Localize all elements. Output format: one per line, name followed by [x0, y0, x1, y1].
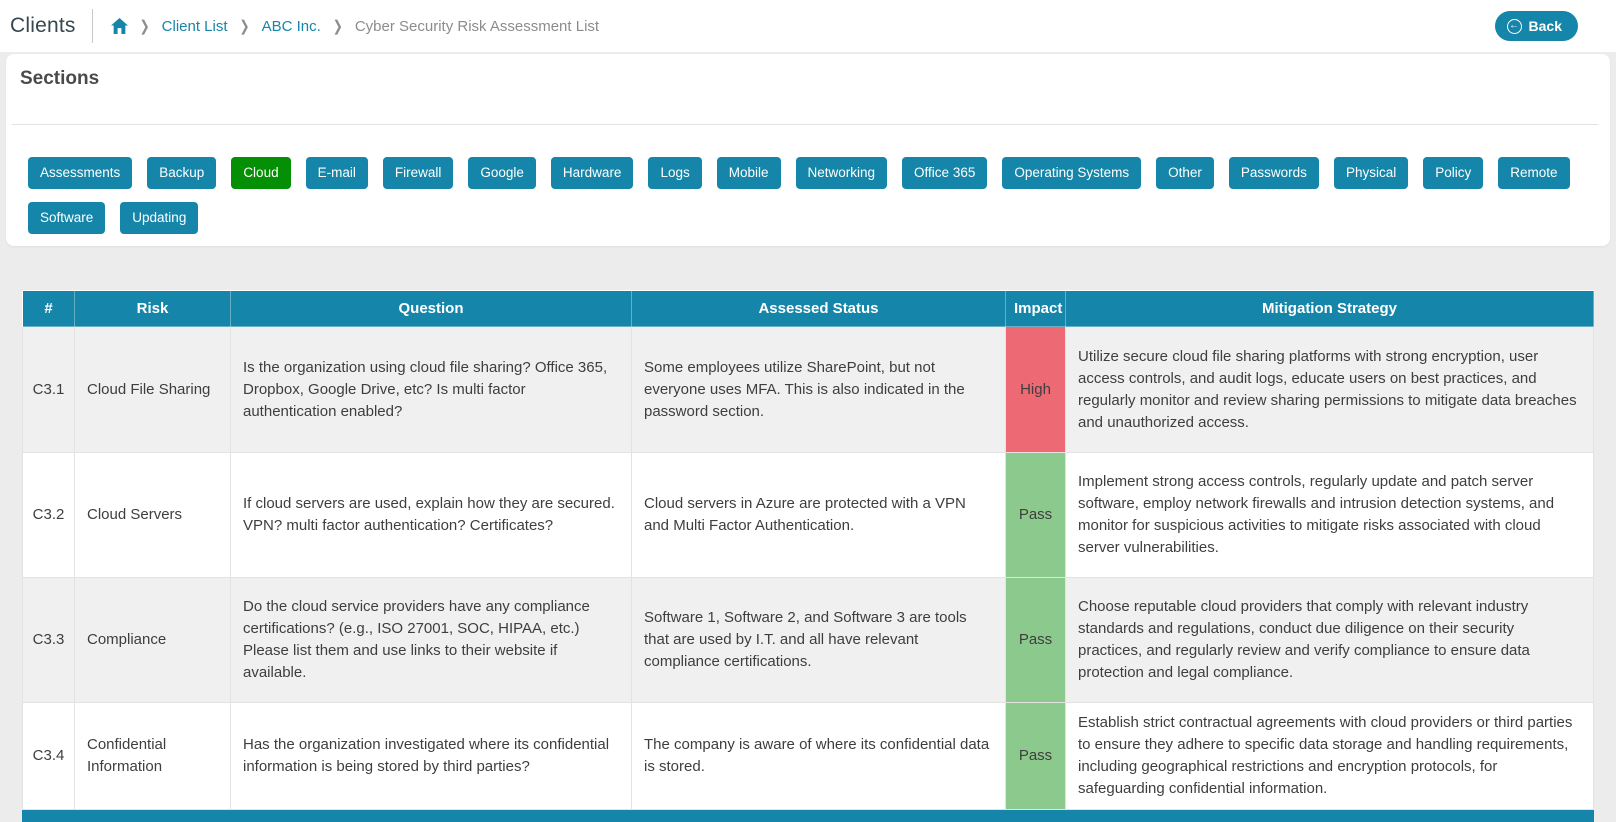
assessed-status-cell: The company is aware of where its confid…: [631, 702, 1006, 811]
section-button-backup[interactable]: Backup: [147, 157, 217, 190]
mitigation-strategy-cell: Utilize secure cloud file sharing platfo…: [1065, 326, 1594, 454]
sections-card: Sections Assessments Backup Cloud E-mail Fir…: [6, 54, 1610, 247]
title-divider: [91, 9, 93, 43]
chevron-right-icon: ❯: [332, 17, 343, 35]
topbar: Clients ❯ Client List ❯ ABC Inc. ❯ Cyber Secu…: [0, 0, 1616, 52]
row-id: C3.4: [22, 702, 75, 811]
section-button-software[interactable]: Software: [28, 202, 106, 235]
table-header-row: # Risk Question Assessed Status Impact Mitiga…: [22, 290, 1594, 328]
table-row-c3-3: C3.3 Compliance Do the cloud service provi…: [22, 577, 1594, 704]
table-row-c3-2: C3.2 Cloud Servers If cloud servers are us…: [22, 452, 1594, 579]
impact-badge-cell: Pass: [1005, 452, 1066, 579]
sections-heading: Sections: [20, 68, 100, 89]
section-button-firewall[interactable]: Firewall: [382, 157, 454, 190]
sections-divider: [12, 124, 1598, 125]
breadcrumb-current-cyber-security-risk-assessment-list: Cyber Security Risk Assessment List: [354, 17, 600, 35]
section-button-mobile[interactable]: Mobile: [716, 157, 781, 190]
breadcrumb-link-client-list[interactable]: Client List: [161, 17, 228, 35]
column-header-assessed-status: Assessed Status: [631, 290, 1006, 328]
section-button-google[interactable]: Google: [468, 157, 536, 190]
back-button[interactable]: ← Back: [1494, 11, 1578, 41]
risk-cell: Cloud File Sharing: [74, 326, 231, 454]
assessment-table: # Risk Question Assessed Status Impact Mitiga…: [22, 290, 1594, 811]
section-button-policy[interactable]: Policy: [1423, 157, 1484, 190]
assessed-status-cell: Cloud servers in Azure are protected wit…: [631, 452, 1006, 579]
assessed-status-cell: Some employees utilize SharePoint, but n…: [631, 326, 1006, 454]
assessment-table-card: # Risk Question Assessed Status Impact Mitiga…: [22, 290, 1594, 822]
section-button-operating-systems[interactable]: Operating Systems: [1002, 157, 1142, 190]
impact-badge-cell: High: [1005, 326, 1066, 454]
breadcrumb-link-abc-inc[interactable]: ABC Inc.: [261, 17, 321, 35]
section-button-logs[interactable]: Logs: [648, 157, 702, 190]
section-button-e-mail[interactable]: E-mail: [305, 157, 368, 190]
section-button-office-365[interactable]: Office 365: [902, 157, 988, 190]
row-id: C3.1: [22, 326, 75, 454]
risk-cell: Compliance: [74, 577, 231, 704]
home-icon[interactable]: [110, 18, 128, 34]
table-row-c3-1: C3.1 Cloud File Sharing Is the organizatio…: [22, 326, 1594, 454]
section-button-updating[interactable]: Updating: [120, 202, 199, 235]
impact-badge-cell: Pass: [1005, 702, 1066, 811]
question-cell: Is the organization using cloud file sha…: [230, 326, 632, 454]
mitigation-strategy-cell: Implement strong access controls, regula…: [1065, 452, 1594, 579]
column-header-impact: Impact: [1005, 290, 1066, 328]
risk-cell: Cloud Servers: [74, 452, 231, 579]
table-row-c3-4: C3.4 Confidential Information Has the orga…: [22, 702, 1594, 811]
section-button-remote[interactable]: Remote: [1498, 157, 1570, 190]
column-header-number: #: [22, 290, 75, 328]
column-header-risk: Risk: [74, 290, 231, 328]
column-header-question: Question: [230, 290, 632, 328]
row-id: C3.3: [22, 577, 75, 704]
risk-cell: Confidential Information: [74, 702, 231, 811]
back-button-label: Back: [1528, 18, 1562, 34]
impact-badge-cell: Pass: [1005, 577, 1066, 704]
section-button-passwords[interactable]: Passwords: [1228, 157, 1319, 190]
assessed-status-cell: Software 1, Software 2, and Software 3 a…: [631, 577, 1006, 704]
section-button-hardware[interactable]: Hardware: [550, 157, 634, 190]
question-cell: Has the organization investigated where …: [230, 702, 632, 811]
section-button-other[interactable]: Other: [1156, 157, 1214, 190]
section-button-networking[interactable]: Networking: [795, 157, 888, 190]
question-cell: Do the cloud service providers have any …: [230, 577, 632, 704]
chevron-right-icon: ❯: [139, 17, 150, 35]
row-id: C3.2: [22, 452, 75, 579]
mitigation-strategy-cell: Establish strict contractual agreements …: [1065, 702, 1594, 811]
table-footer-partial: [22, 810, 1594, 822]
section-buttons: Assessments Backup Cloud E-mail Firewall Goog…: [28, 157, 1594, 235]
table-body: C3.1 Cloud File Sharing Is the organizatio…: [22, 326, 1594, 811]
section-button-physical[interactable]: Physical: [1333, 157, 1409, 190]
section-button-cloud[interactable]: Cloud: [231, 157, 291, 190]
back-arrow-icon: ←: [1506, 18, 1522, 34]
breadcrumb: ❯ Client List ❯ ABC Inc. ❯ Cyber Security Ris…: [110, 17, 600, 35]
question-cell: If cloud servers are used, explain how t…: [230, 452, 632, 579]
mitigation-strategy-cell: Choose reputable cloud providers that co…: [1065, 577, 1594, 704]
page-title: Clients: [10, 14, 76, 37]
section-button-assessments[interactable]: Assessments: [28, 157, 133, 190]
chevron-right-icon: ❯: [239, 17, 250, 35]
column-header-mitigation-strategy: Mitigation Strategy: [1065, 290, 1594, 328]
